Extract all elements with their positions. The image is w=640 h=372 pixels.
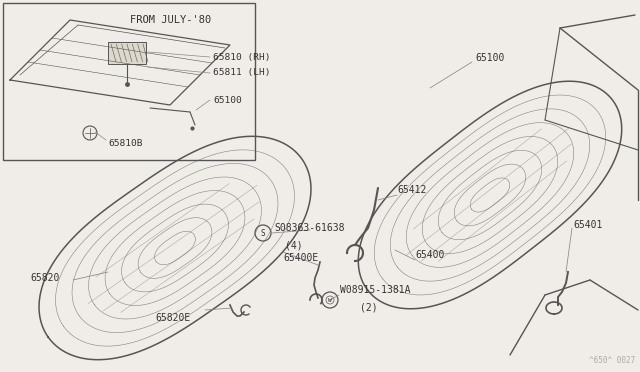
Text: 65412: 65412: [397, 185, 426, 195]
Text: (2): (2): [360, 303, 378, 313]
Text: S08363-61638: S08363-61638: [274, 223, 344, 233]
Text: S: S: [260, 228, 266, 237]
Bar: [108, 42, 146, 64]
Text: 65100: 65100: [213, 96, 242, 105]
Text: 65401: 65401: [573, 220, 602, 230]
Bar: [3, 3, 255, 160]
Text: 65810 (RH): 65810 (RH): [213, 52, 271, 61]
Text: (4): (4): [285, 240, 303, 250]
Text: FROM JULY-'80: FROM JULY-'80: [130, 15, 211, 25]
Text: 65400E: 65400E: [283, 253, 318, 263]
Text: 65811 (LH): 65811 (LH): [213, 67, 271, 77]
Text: ^650^ 0027: ^650^ 0027: [589, 356, 635, 365]
Text: W: W: [328, 298, 332, 302]
Text: 65810B: 65810B: [108, 138, 143, 148]
Text: 65820E: 65820E: [155, 313, 190, 323]
Text: 65100: 65100: [475, 53, 504, 63]
Text: 65400: 65400: [415, 250, 444, 260]
Text: W08915-1381A: W08915-1381A: [340, 285, 410, 295]
Text: 65820: 65820: [30, 273, 60, 283]
